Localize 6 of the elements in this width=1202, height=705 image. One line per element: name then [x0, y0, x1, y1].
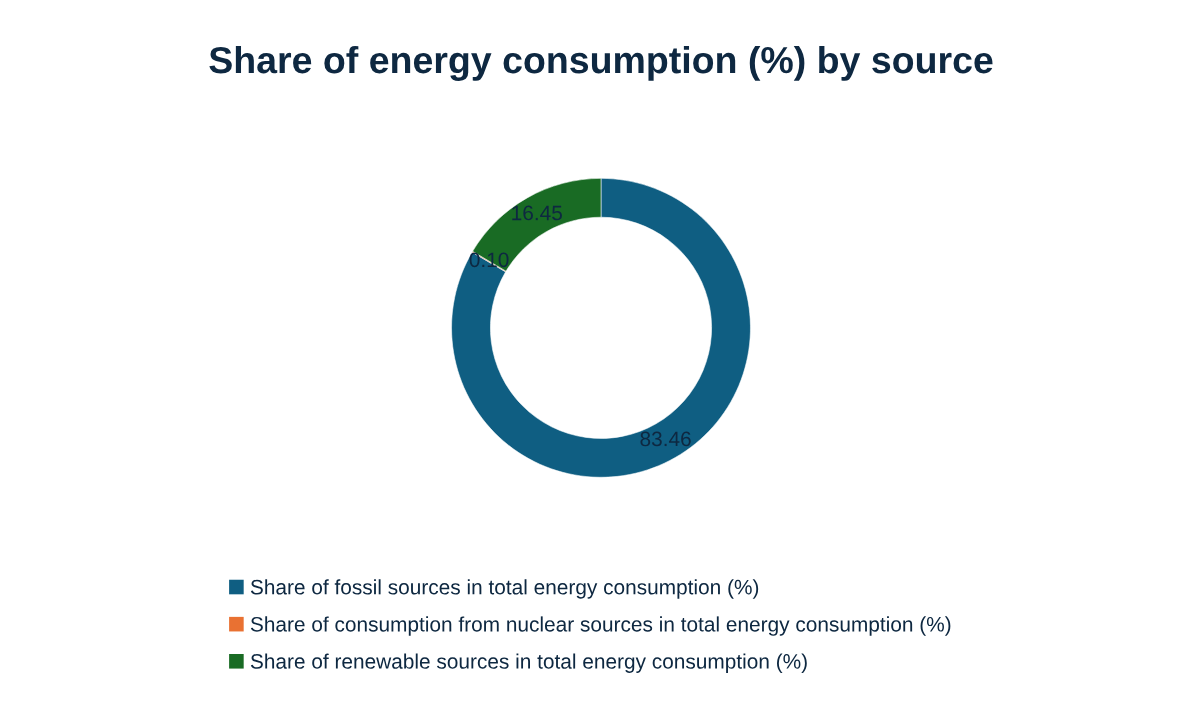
legend-label: Share of renewable sources in total energy consumption (%): [250, 653, 807, 673]
legend-label: Share of fossil sources in total energy consumption (%): [250, 579, 759, 599]
legend-label: Share of consumption from nuclear sources in total energy consumption (%): [250, 616, 951, 636]
data-label: 83.46: [640, 431, 691, 447]
chart-title: Share of energy consumption (%) by source: [209, 45, 993, 82]
data-label: 16.45: [512, 205, 562, 221]
